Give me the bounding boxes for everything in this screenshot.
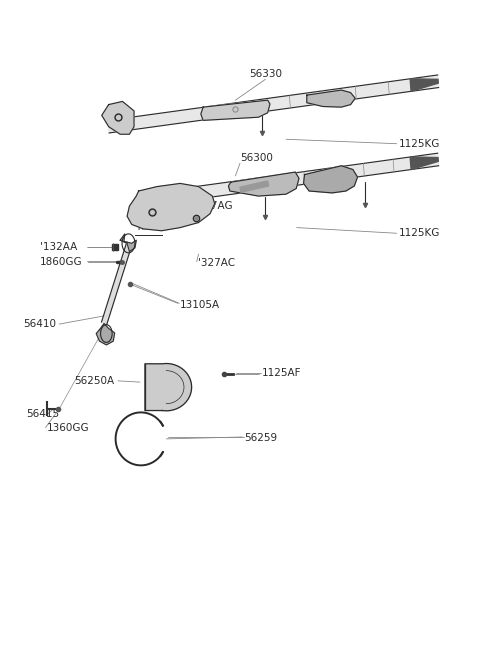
Polygon shape <box>240 181 269 193</box>
Text: TILT: TILT <box>135 222 155 232</box>
Text: 56259: 56259 <box>245 432 278 443</box>
Polygon shape <box>120 234 136 252</box>
Polygon shape <box>307 90 355 107</box>
Text: 1860GG: 1860GG <box>39 257 82 267</box>
Polygon shape <box>108 75 439 133</box>
Text: 56410: 56410 <box>24 319 57 329</box>
Text: 1327AG: 1327AG <box>192 200 233 210</box>
Polygon shape <box>102 242 132 325</box>
Polygon shape <box>145 363 192 411</box>
Polygon shape <box>102 101 134 134</box>
Polygon shape <box>410 157 438 170</box>
Text: 56415: 56415 <box>26 409 59 419</box>
Polygon shape <box>228 172 299 196</box>
Text: 1360GG: 1360GG <box>47 423 89 433</box>
Text: 1125KG: 1125KG <box>399 228 440 238</box>
Text: 56300: 56300 <box>240 153 273 163</box>
Text: '327AC: '327AC <box>198 258 235 268</box>
Text: 13105A: 13105A <box>180 300 220 309</box>
Text: 1125AF: 1125AF <box>262 368 301 378</box>
Polygon shape <box>127 183 215 231</box>
Text: '132AA: '132AA <box>39 242 77 252</box>
Text: 56330: 56330 <box>249 70 282 79</box>
Polygon shape <box>410 79 438 91</box>
Polygon shape <box>303 166 358 193</box>
Text: 1125KG: 1125KG <box>399 139 440 148</box>
Polygon shape <box>96 323 115 345</box>
Polygon shape <box>141 153 439 207</box>
Text: 56250A: 56250A <box>74 376 114 386</box>
Polygon shape <box>201 100 270 120</box>
